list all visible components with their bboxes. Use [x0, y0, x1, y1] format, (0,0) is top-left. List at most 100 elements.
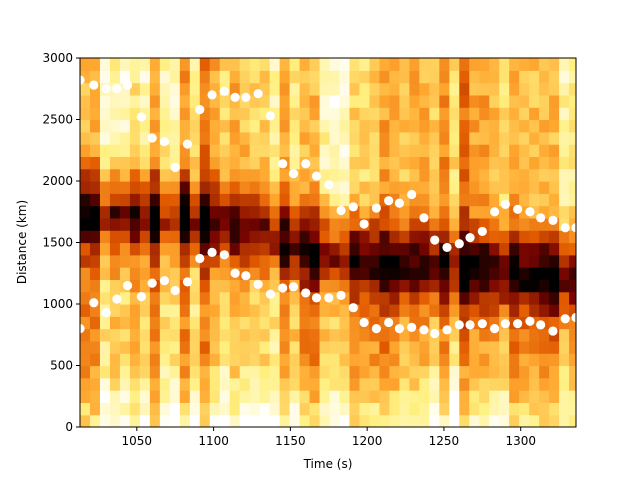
heatmap-cell [539, 304, 550, 317]
heatmap-cell [339, 316, 351, 330]
heatmap-cell [409, 402, 420, 416]
heatmap-cell [509, 279, 520, 293]
heatmap-cell [489, 254, 500, 268]
heatmap-cell [279, 131, 291, 145]
heatmap-cell [439, 156, 450, 170]
heatmap-cell [219, 390, 231, 403]
heatmap-cell [279, 353, 291, 367]
heatmap-cell [409, 131, 420, 145]
heatmap-cell [269, 242, 281, 256]
heatmap-cell [129, 242, 141, 256]
heatmap-cell [129, 82, 141, 96]
heatmap-cell [169, 304, 181, 317]
heatmap-cell [219, 144, 231, 157]
heatmap-cell [409, 316, 420, 330]
data-point-series-2 [560, 314, 570, 324]
heatmap-cell [489, 131, 500, 145]
data-point-series-1 [465, 232, 475, 243]
heatmap-cell [479, 230, 490, 244]
heatmap-cell [319, 181, 331, 194]
heatmap-cell [189, 168, 201, 182]
heatmap-cell [379, 328, 391, 342]
heatmap-cell [499, 353, 510, 367]
heatmap-cell [349, 291, 361, 305]
heatmap-cell [309, 181, 321, 194]
heatmap-cell [289, 242, 301, 256]
heatmap-cell [559, 58, 570, 71]
heatmap-cell [419, 82, 430, 96]
heatmap-cell [269, 390, 281, 403]
heatmap-cell [149, 119, 161, 133]
heatmap-cell [279, 316, 291, 330]
heatmap-cell [289, 328, 301, 342]
heatmap-cell [489, 193, 500, 207]
heatmap-cell [549, 414, 560, 427]
heatmap-cell [129, 254, 141, 268]
heatmap-cell [569, 402, 576, 416]
heatmap-cell [169, 291, 181, 305]
heatmap-cell [269, 328, 281, 342]
heatmap-cell [199, 242, 211, 256]
heatmap-cell [109, 217, 121, 231]
heatmap-cell [249, 217, 261, 231]
heatmap-cell [129, 193, 141, 207]
heatmap-cell [229, 119, 241, 133]
heatmap-cell [369, 230, 381, 244]
heatmap-cell [299, 230, 311, 244]
heatmap-cell [89, 181, 101, 194]
heatmap-cell [249, 254, 261, 268]
heatmap-cell [219, 94, 231, 108]
heatmap-cell [219, 328, 231, 342]
data-point-series-2 [465, 320, 475, 330]
heatmap-cell [489, 377, 500, 391]
heatmap-cell [299, 365, 311, 379]
heatmap-cell [279, 414, 291, 427]
y-tick-label: 1000 [42, 297, 73, 311]
heatmap-cell [439, 328, 450, 342]
heatmap-cell [489, 58, 500, 71]
heatmap-cell [209, 365, 221, 379]
heatmap-cell [169, 94, 181, 108]
heatmap-cell [399, 58, 410, 71]
heatmap-cell [159, 181, 171, 194]
data-point-series-1 [195, 105, 205, 115]
heatmap-cell [389, 58, 400, 71]
heatmap-cell [299, 279, 311, 293]
heatmap-cell [119, 328, 131, 342]
heatmap-cell [259, 340, 271, 354]
heatmap-cell [159, 365, 171, 379]
heatmap-cell [549, 168, 560, 182]
heatmap-cell [359, 254, 371, 268]
heatmap-cell [379, 94, 391, 108]
heatmap-cell [369, 340, 381, 354]
heatmap-cell [469, 353, 480, 367]
heatmap-cell [399, 365, 410, 379]
heatmap-cell [99, 279, 111, 293]
heatmap-cell [109, 131, 121, 145]
heatmap-cell [509, 144, 520, 157]
heatmap-cell [149, 107, 161, 121]
heatmap-cell [529, 254, 540, 268]
heatmap-cell [419, 193, 430, 207]
heatmap-cell [259, 107, 271, 121]
heatmap-cell [229, 193, 241, 207]
heatmap-cell [80, 193, 91, 207]
heatmap-cell [419, 254, 430, 268]
heatmap-cell [559, 377, 570, 391]
heatmap-cell [509, 340, 520, 354]
heatmap-cell [279, 217, 291, 231]
heatmap-cell [329, 168, 341, 182]
heatmap-cell [199, 267, 211, 280]
heatmap-cell [349, 377, 361, 391]
heatmap-cell [319, 254, 331, 268]
heatmap-cell [89, 291, 101, 305]
heatmap-cell [379, 304, 391, 317]
heatmap-cell [259, 156, 271, 170]
heatmap-cell [109, 402, 121, 416]
heatmap-cell [139, 365, 151, 379]
heatmap-cell [309, 414, 321, 427]
heatmap-cell [80, 279, 91, 293]
heatmap-cell [199, 94, 211, 108]
heatmap-cell [80, 377, 91, 391]
heatmap-cell [249, 242, 261, 256]
